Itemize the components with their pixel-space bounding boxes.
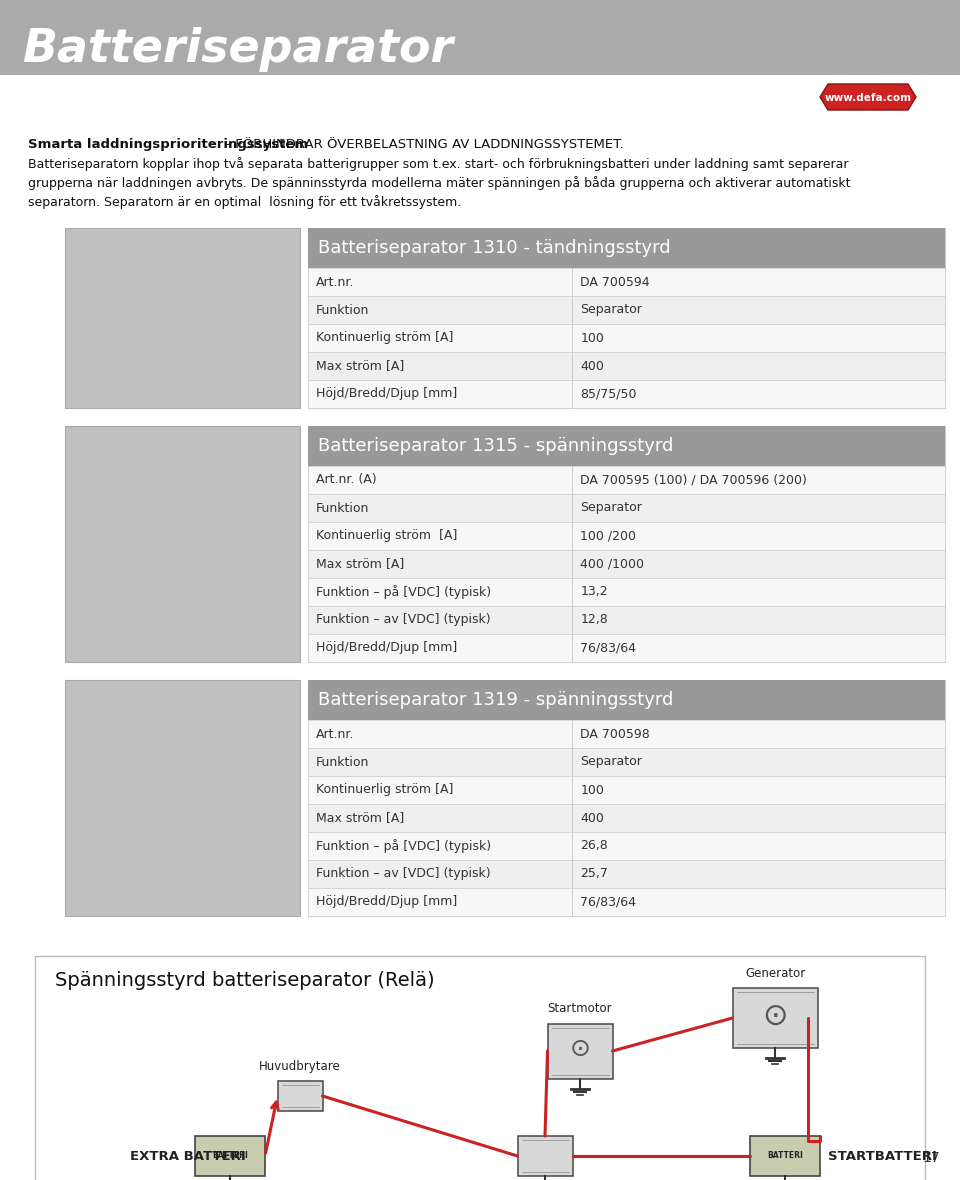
Bar: [308, 804, 945, 832]
Text: 17: 17: [923, 1150, 940, 1165]
Text: Batteriseparator 1315 - spänningsstyrd: Batteriseparator 1315 - spänningsstyrd: [318, 437, 673, 455]
Bar: [308, 776, 945, 804]
Text: 13,2: 13,2: [581, 585, 608, 598]
Bar: [308, 748, 945, 776]
Text: Batteriseparatorn kopplar ihop två separata batterigrupper som t.ex. start- och : Batteriseparatorn kopplar ihop två separ…: [28, 157, 849, 171]
Text: 100 /200: 100 /200: [581, 530, 636, 543]
Bar: [308, 494, 945, 522]
Text: Spänningsstyrd batteriseparator (Relä): Spänningsstyrd batteriseparator (Relä): [55, 971, 435, 990]
Bar: [195, 1136, 265, 1176]
Text: Huvudbrytare: Huvudbrytare: [259, 1060, 341, 1073]
Bar: [308, 832, 945, 860]
Text: Batteriseparator 1319 - spänningsstyrd: Batteriseparator 1319 - spänningsstyrd: [318, 691, 673, 709]
Text: Art.nr.: Art.nr.: [316, 728, 354, 741]
Text: - FÖRHINDRAR ÖVERBELASTNING AV LADDNINGSSYSTEMET.: - FÖRHINDRAR ÖVERBELASTNING AV LADDNINGS…: [223, 138, 624, 151]
Text: EXTRA BATTERI: EXTRA BATTERI: [130, 1149, 246, 1162]
Text: Höjd/Bredd/Djup [mm]: Höjd/Bredd/Djup [mm]: [316, 387, 457, 400]
Bar: [750, 1136, 820, 1176]
Bar: [65, 228, 300, 408]
Text: Funktion – av [VDC] (typisk): Funktion – av [VDC] (typisk): [316, 867, 491, 880]
Text: 76/83/64: 76/83/64: [581, 896, 636, 909]
Text: DA 700595 (100) / DA 700596 (200): DA 700595 (100) / DA 700596 (200): [581, 473, 807, 486]
Text: 400: 400: [581, 360, 604, 373]
Text: Funktion – på [VDC] (typisk): Funktion – på [VDC] (typisk): [316, 839, 492, 853]
Text: Batteriseparator 1310 - tändningsstyrd: Batteriseparator 1310 - tändningsstyrd: [318, 240, 671, 257]
Text: 76/83/64: 76/83/64: [581, 642, 636, 655]
Bar: [308, 578, 945, 607]
Text: Höjd/Bredd/Djup [mm]: Höjd/Bredd/Djup [mm]: [316, 642, 457, 655]
Text: Separator: Separator: [581, 502, 642, 514]
Polygon shape: [820, 84, 916, 110]
Text: Max ström [A]: Max ström [A]: [316, 812, 404, 825]
Bar: [308, 466, 945, 494]
Text: 26,8: 26,8: [581, 839, 608, 852]
Bar: [308, 268, 945, 296]
Text: Generator: Generator: [745, 966, 805, 981]
Text: 100: 100: [581, 784, 604, 797]
Text: 25,7: 25,7: [581, 867, 609, 880]
Bar: [308, 522, 945, 550]
Bar: [308, 426, 945, 466]
Text: ⊙: ⊙: [762, 1002, 788, 1030]
Bar: [308, 634, 945, 662]
Bar: [308, 607, 945, 634]
Text: Max ström [A]: Max ström [A]: [316, 360, 404, 373]
Bar: [308, 352, 945, 380]
Text: Art.nr. (A): Art.nr. (A): [316, 473, 376, 486]
Text: Separator: Separator: [581, 303, 642, 316]
Bar: [308, 380, 945, 408]
Text: Smarta laddningsprioriteringssystem: Smarta laddningsprioriteringssystem: [28, 138, 308, 151]
Bar: [308, 680, 945, 916]
Bar: [0, 0, 960, 76]
Text: 100: 100: [581, 332, 604, 345]
Text: DA 700598: DA 700598: [581, 728, 650, 741]
Bar: [308, 720, 945, 748]
Text: Funktion: Funktion: [316, 303, 370, 316]
Bar: [547, 1023, 612, 1079]
Text: Startmotor: Startmotor: [548, 1003, 612, 1016]
Text: separatorn. Separatorn är en optimal  lösning för ett tvåkretssystem.: separatorn. Separatorn är en optimal lös…: [28, 195, 461, 209]
Text: Separator: Separator: [581, 755, 642, 768]
Text: Kontinuerlig ström [A]: Kontinuerlig ström [A]: [316, 784, 453, 797]
Bar: [732, 988, 818, 1048]
Text: Batteriseparator: Batteriseparator: [22, 27, 453, 72]
Bar: [517, 1136, 572, 1176]
Text: 12,8: 12,8: [581, 614, 608, 627]
Bar: [65, 680, 300, 916]
Bar: [308, 228, 945, 268]
Bar: [308, 680, 945, 720]
Text: ⊙: ⊙: [569, 1037, 590, 1061]
Text: Funktion: Funktion: [316, 502, 370, 514]
Text: Kontinuerlig ström [A]: Kontinuerlig ström [A]: [316, 332, 453, 345]
Text: Funktion – på [VDC] (typisk): Funktion – på [VDC] (typisk): [316, 585, 492, 599]
Text: 85/75/50: 85/75/50: [581, 387, 636, 400]
Text: Art.nr.: Art.nr.: [316, 275, 354, 288]
Text: 400: 400: [581, 812, 604, 825]
Bar: [308, 296, 945, 325]
Text: BATTERI: BATTERI: [767, 1152, 803, 1160]
Text: grupperna när laddningen avbryts. De spänninsstyrda modellerna mäter spänningen : grupperna när laddningen avbryts. De spä…: [28, 176, 851, 190]
Bar: [65, 426, 300, 662]
Bar: [308, 426, 945, 662]
Bar: [308, 550, 945, 578]
Bar: [308, 324, 945, 352]
Text: 400 /1000: 400 /1000: [581, 557, 644, 570]
Bar: [308, 228, 945, 408]
Text: www.defa.com: www.defa.com: [825, 93, 911, 103]
Bar: [308, 860, 945, 889]
Bar: [35, 956, 925, 1180]
Text: DA 700594: DA 700594: [581, 275, 650, 288]
Text: Funktion: Funktion: [316, 755, 370, 768]
Text: Kontinuerlig ström  [A]: Kontinuerlig ström [A]: [316, 530, 457, 543]
Text: Max ström [A]: Max ström [A]: [316, 557, 404, 570]
Text: BATTERI: BATTERI: [212, 1152, 248, 1160]
Text: STARTBATTERI: STARTBATTERI: [828, 1149, 937, 1162]
Text: Funktion – av [VDC] (typisk): Funktion – av [VDC] (typisk): [316, 614, 491, 627]
Bar: [308, 889, 945, 916]
Bar: [277, 1081, 323, 1112]
Text: Höjd/Bredd/Djup [mm]: Höjd/Bredd/Djup [mm]: [316, 896, 457, 909]
